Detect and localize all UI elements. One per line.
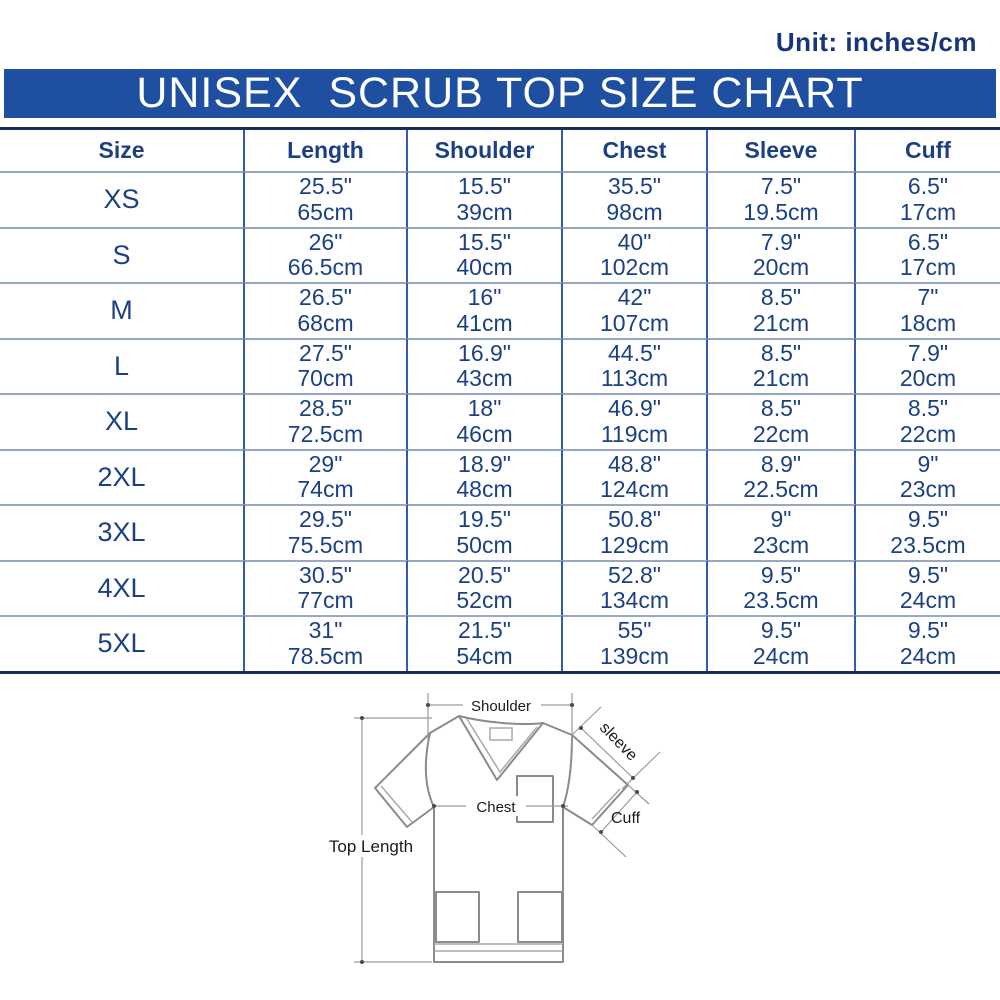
- top-length-dimension: Top Length: [329, 716, 432, 964]
- size-label-xl: XL: [0, 393, 245, 449]
- left-sleeve: [374, 732, 435, 828]
- measurement-cell: 20.5" 52cm: [408, 559, 563, 615]
- measurement-cell: 31" 78.5cm: [245, 615, 408, 671]
- page-title: UNISEX SCRUB TOP SIZE CHART: [136, 69, 864, 117]
- measurement-cell: 8.5" 22cm: [856, 393, 1000, 449]
- measurement-cell: 28.5" 72.5cm: [245, 393, 408, 449]
- vneck-outer: [458, 715, 544, 781]
- measurement-cell: 21.5" 54cm: [408, 615, 563, 671]
- measurement-cell: 8.5" 21cm: [708, 337, 856, 393]
- measurement-cell: 6.5" 17cm: [856, 226, 1000, 283]
- body-outline: [433, 806, 564, 963]
- measurement-cell: 15.5" 39cm: [408, 171, 563, 227]
- measurement-cell: 8.5" 21cm: [708, 282, 856, 338]
- measurement-cell: 9.5" 24cm: [856, 559, 1000, 616]
- shoulder-dimension: Shoulder: [426, 693, 574, 747]
- size-label-s: S: [0, 226, 245, 282]
- measurement-cell: 42" 107cm: [563, 282, 708, 338]
- measurement-cell: 9" 23cm: [856, 448, 1000, 505]
- back-neck-line: [458, 715, 544, 725]
- cuff-dimension: Cuff: [591, 784, 650, 858]
- size-label-4xl: 4XL: [0, 559, 245, 615]
- measurement-cell: 16.9" 43cm: [408, 337, 563, 393]
- left-cuff-inner-line: [380, 785, 413, 823]
- measurement-cell: 15.5" 40cm: [408, 226, 563, 282]
- column-header-size: Size: [0, 130, 245, 171]
- right-bottom-pocket: [517, 891, 563, 943]
- measurement-cell: 50.8" 129cm: [563, 504, 708, 560]
- column-header-length: Length: [245, 130, 408, 171]
- measurement-cell: 9.5" 23.5cm: [708, 559, 856, 615]
- measurement-cell: 35.5" 98cm: [563, 171, 708, 227]
- size-label-2xl: 2XL: [0, 448, 245, 504]
- column-header-chest: Chest: [563, 130, 708, 171]
- size-label-l: L: [0, 337, 245, 393]
- measurement-cell: 6.5" 17cm: [856, 171, 1000, 227]
- measurement-cell: 26" 66.5cm: [245, 226, 408, 282]
- column-header-sleeve: Sleeve: [708, 130, 856, 171]
- size-label-3xl: 3XL: [0, 504, 245, 560]
- measurement-cell: 55" 139cm: [563, 615, 708, 671]
- measurement-cell: 25.5" 65cm: [245, 171, 408, 227]
- measurement-cell: 8.9" 22.5cm: [708, 448, 856, 504]
- column-header-shoulder: Shoulder: [408, 130, 563, 171]
- measurement-cell: 48.8" 124cm: [563, 448, 708, 504]
- size-label-5xl: 5XL: [0, 615, 245, 671]
- measurement-cell: 16" 41cm: [408, 282, 563, 338]
- measurement-cell: 7.9" 20cm: [856, 337, 1000, 394]
- cuff-label: Cuff: [611, 810, 641, 827]
- measurement-cell: 44.5" 113cm: [563, 337, 708, 393]
- measurement-cell: 27.5" 70cm: [245, 337, 408, 393]
- measurement-cell: 40" 102cm: [563, 226, 708, 282]
- measurement-cell: 52.8" 134cm: [563, 559, 708, 615]
- measurement-cell: 46.9" 119cm: [563, 393, 708, 449]
- size-label-m: M: [0, 282, 245, 338]
- unit-label: Unit: inches/cm: [775, 27, 977, 57]
- vneck-inner: [466, 718, 538, 774]
- measurement-cell: 30.5" 77cm: [245, 559, 408, 615]
- measurement-cell: 8.5" 22cm: [708, 393, 856, 449]
- measurement-cell: 9.5" 24cm: [708, 615, 856, 671]
- measurement-cell: 7.9" 20cm: [708, 226, 856, 282]
- left-bottom-pocket: [435, 891, 480, 943]
- right-sleeve: [562, 734, 629, 826]
- right-shoulder-seam: [542, 722, 573, 736]
- shoulder-label: Shoulder: [471, 698, 531, 715]
- measurement-cell: 29" 74cm: [245, 448, 408, 504]
- measurement-cell: 29.5" 75.5cm: [245, 504, 408, 560]
- left-shoulder-seam: [429, 715, 460, 734]
- neck-tag: [489, 727, 513, 741]
- measurement-cell: 18" 46cm: [408, 393, 563, 449]
- measurement-cell: 7.5" 19.5cm: [708, 171, 856, 227]
- measurement-cell: 18.9" 48cm: [408, 448, 563, 504]
- chest-label: Chest: [476, 799, 516, 816]
- left-armhole-seam: [424, 732, 435, 808]
- column-header-cuff: Cuff: [905, 137, 951, 163]
- measurement-cell: 9.5" 23.5cm: [856, 504, 1000, 560]
- measurement-cell: 9.5" 24cm: [856, 615, 1000, 671]
- measurement-cell: 19.5" 50cm: [408, 504, 563, 560]
- measurement-cell: 9" 23cm: [708, 504, 856, 560]
- size-chart-table: Size Length Shoulder Chest Sleeve Cuff X…: [0, 127, 1000, 674]
- chest-dimension: Chest: [432, 796, 568, 816]
- right-armhole-seam: [562, 734, 573, 808]
- garment-outline: [374, 715, 629, 963]
- sleeve-label: sleeve: [596, 719, 640, 764]
- scrub-top-diagram: Shoulder Top Length Chest sle: [329, 693, 661, 964]
- right-cuff-inner-line: [591, 788, 621, 820]
- measurement-cell: 26.5" 68cm: [245, 282, 408, 338]
- measurement-cell: 7" 18cm: [856, 282, 1000, 338]
- size-label-xs: XS: [0, 171, 245, 227]
- title-bar: UNISEX SCRUB TOP SIZE CHART: [4, 69, 996, 118]
- top-length-label: Top Length: [329, 837, 413, 856]
